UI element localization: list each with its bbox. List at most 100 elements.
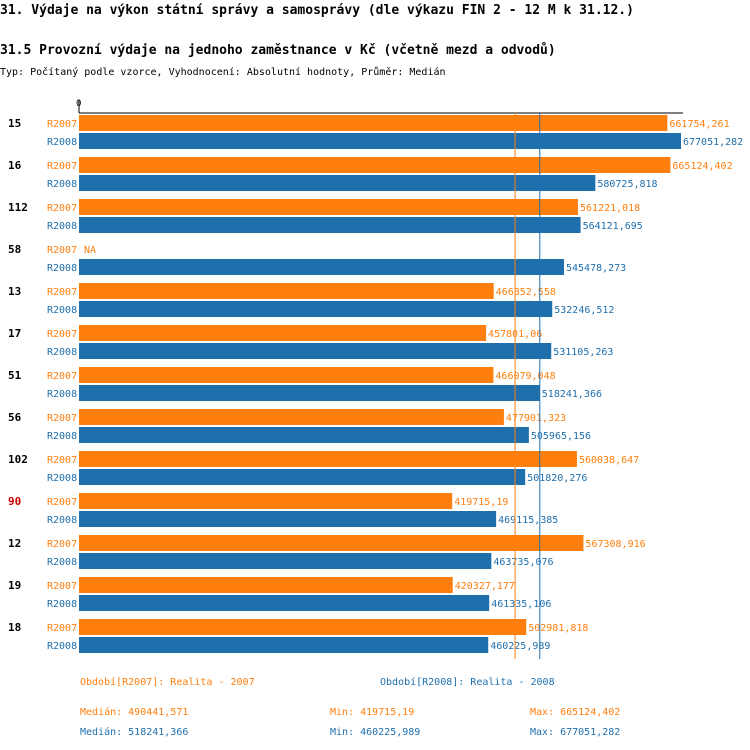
data-label-r2007: 420327,177 (455, 581, 515, 592)
bar-r2008 (79, 427, 529, 443)
bar-r2008 (79, 301, 553, 317)
legend-r2007-min: Min: 419715,19 (330, 707, 415, 718)
bar-r2007 (79, 283, 494, 299)
data-label-r2007: 477901,323 (506, 413, 566, 424)
data-label-r2008: 564121,695 (583, 221, 643, 232)
chart-subtitle: 31.5 Provozní výdaje na jednoho zaměstna… (0, 43, 556, 58)
data-label-r2007: 466079,048 (495, 371, 555, 382)
bar-r2007 (79, 157, 671, 173)
series-label-r2008: R2008 (47, 599, 77, 610)
series-label-r2008: R2008 (47, 431, 77, 442)
bar-r2008 (79, 385, 540, 401)
bar-r2007 (79, 325, 487, 341)
bar-chart: 015R2007R2008661754,261677051,28216R2007… (8, 99, 743, 659)
bar-r2008 (79, 259, 565, 275)
data-label-r2008: 531105,263 (553, 347, 613, 358)
bar-r2007 (79, 577, 453, 593)
bar-r2007 (79, 199, 579, 215)
data-label-r2007: 466352,558 (496, 287, 556, 298)
bar-r2008 (79, 595, 490, 611)
legend-r2007-max: Max: 665124,402 (530, 707, 621, 718)
bar-r2008 (79, 469, 526, 485)
data-label-r2007: 419715,19 (454, 497, 508, 508)
data-label-r2008: 461335,106 (491, 599, 551, 610)
data-label-r2008: 518241,366 (542, 389, 602, 400)
legend-r2008-max: Max: 677051,282 (530, 727, 621, 738)
category-label: 51 (8, 369, 22, 382)
series-label-r2007: R2007 (47, 119, 77, 130)
category-label: 56 (8, 411, 22, 424)
bar-r2007 (79, 409, 504, 425)
bar-r2008 (79, 553, 492, 569)
data-label-r2008: 545478,273 (566, 263, 626, 274)
data-label-r2007: 561221,018 (580, 203, 640, 214)
series-label-r2008: R2008 (47, 473, 77, 484)
category-label: 58 (8, 243, 21, 256)
data-label-r2007: 502981,818 (528, 623, 588, 634)
chart-type-line: Typ: Počítaný podle vzorce, Vyhodnocení:… (0, 67, 446, 78)
category-label: 15 (8, 117, 21, 130)
legend-r2008-min: Min: 460225,989 (330, 727, 421, 738)
bar-r2007 (79, 493, 453, 509)
category-label: 90 (8, 495, 21, 508)
series-label-r2007: R2007 (47, 329, 77, 340)
data-label-r2008: 677051,282 (683, 137, 743, 148)
category-label: 13 (8, 285, 21, 298)
page-title: 31. Výdaje na výkon státní správy a samo… (0, 3, 634, 18)
bar-r2008 (79, 343, 552, 359)
bar-r2008 (79, 133, 681, 149)
series-label-r2008: R2008 (47, 389, 77, 400)
data-label-r2008: 469115,385 (498, 515, 558, 526)
legend-r2008-period: Období[R2008]: Realita - 2008 (380, 677, 555, 688)
series-label-r2008: R2008 (47, 137, 77, 148)
data-label-r2007: 665124,402 (672, 161, 732, 172)
series-label-r2007: R2007 (47, 371, 77, 382)
bar-r2007 (79, 451, 577, 467)
category-label: 102 (8, 453, 28, 466)
category-label: 17 (8, 327, 21, 340)
series-label-r2007: R2007 (47, 455, 77, 466)
data-label-r2008: 501820,276 (527, 473, 587, 484)
category-label: 18 (8, 621, 21, 634)
series-label-r2008: R2008 (47, 347, 77, 358)
data-label-r2007: NA (84, 245, 96, 256)
legend-r2007-period: Období[R2007]: Realita - 2007 (80, 677, 255, 688)
series-label-r2008: R2008 (47, 515, 77, 526)
series-label-r2007: R2007 (47, 245, 77, 256)
data-label-r2008: 505965,156 (531, 431, 591, 442)
series-label-r2008: R2008 (47, 263, 77, 274)
bar-r2008 (79, 217, 581, 233)
bar-r2007 (79, 619, 527, 635)
category-label: 16 (8, 159, 22, 172)
bar-r2008 (79, 511, 497, 527)
series-label-r2007: R2007 (47, 623, 77, 634)
data-label-r2008: 532246,512 (554, 305, 614, 316)
data-label-r2008: 460225,989 (490, 641, 550, 652)
data-label-r2008: 463735,076 (493, 557, 553, 568)
bar-r2007 (79, 115, 668, 131)
legend-r2007-median: Medián: 490441,571 (80, 707, 189, 718)
bar-r2008 (79, 637, 489, 653)
series-label-r2007: R2007 (47, 413, 77, 424)
series-label-r2007: R2007 (47, 581, 77, 592)
series-label-r2007: R2007 (47, 539, 77, 550)
data-label-r2008: 580725,818 (597, 179, 657, 190)
series-label-r2007: R2007 (47, 287, 77, 298)
series-label-r2007: R2007 (47, 203, 77, 214)
category-label: 112 (8, 201, 28, 214)
bar-r2008 (79, 175, 596, 191)
category-label: 19 (8, 579, 21, 592)
category-label: 12 (8, 537, 21, 550)
series-label-r2008: R2008 (47, 221, 77, 232)
series-label-r2007: R2007 (47, 161, 77, 172)
legend-r2008-median: Medián: 518241,366 (80, 727, 189, 738)
series-label-r2008: R2008 (47, 557, 77, 568)
data-label-r2007: 661754,261 (669, 119, 729, 130)
series-label-r2008: R2008 (47, 305, 77, 316)
data-label-r2007: 560038,647 (579, 455, 639, 466)
bar-r2007 (79, 367, 494, 383)
series-label-r2007: R2007 (47, 497, 77, 508)
bar-r2007 (79, 535, 584, 551)
series-label-r2008: R2008 (47, 179, 77, 190)
series-label-r2008: R2008 (47, 641, 77, 652)
